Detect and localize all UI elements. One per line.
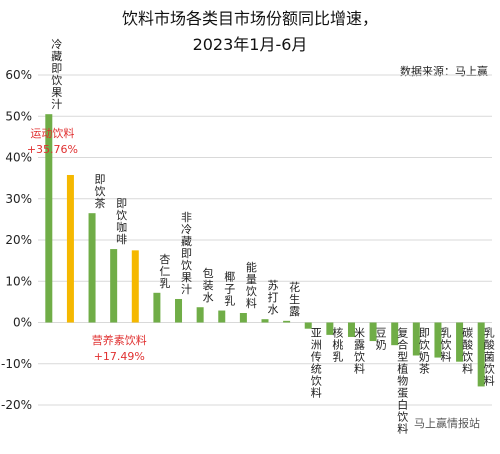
bar (153, 292, 161, 323)
bar (347, 322, 355, 337)
y-tick-label: 20% (5, 233, 32, 247)
category-label: 亚洲传统饮料 (311, 327, 322, 400)
category-label: 复合型植物蛋白饮料 (397, 326, 408, 436)
bar (304, 322, 312, 329)
bar (110, 249, 118, 323)
category-label: 乳饮料 (440, 327, 451, 364)
y-tick-label: 40% (5, 151, 32, 165)
callout-value: +17.49% (94, 350, 145, 363)
callout-name: 运动饮料 (30, 126, 74, 140)
category-label: 花生露 (289, 281, 300, 318)
category-label: 苏打水 (268, 279, 279, 316)
category-label: 椰子乳 (224, 270, 235, 308)
bar (261, 319, 269, 323)
category-label: 碳酸饮料 (462, 326, 473, 376)
bar (45, 114, 53, 323)
y-tick-label: 10% (5, 274, 32, 288)
category-label: 冷藏即饮果汁 (51, 38, 62, 111)
bar (88, 213, 96, 323)
bar (434, 322, 442, 358)
bar (196, 307, 204, 323)
y-tick-label: 50% (5, 109, 32, 123)
category-label: 乳酸菌饮料 (484, 327, 495, 388)
category-label: 杏仁乳 (159, 253, 170, 290)
bar (326, 322, 334, 335)
bar (239, 313, 247, 323)
bar (391, 322, 399, 346)
y-axis-ticks: 60% 50% 40% 30% 20% 10% 0% -10% -20% (1, 68, 32, 412)
bar (412, 322, 420, 356)
y-tick-label: -10% (1, 357, 32, 371)
category-label: 非冷藏即饮果汁 (181, 211, 192, 296)
bar (66, 174, 74, 323)
bars (45, 114, 485, 387)
category-label: 即饮奶茶 (419, 327, 430, 376)
bar (456, 322, 464, 362)
category-label: 即饮茶 (95, 173, 106, 210)
source-note: 数据来源：马上赢 (400, 64, 488, 78)
callout-value: +35.76% (27, 143, 78, 156)
category-label: 核桃乳 (332, 326, 343, 364)
callouts: 运动饮料 +35.76% 营养素饮料 +17.49% (27, 126, 147, 363)
y-tick-label: -20% (1, 398, 32, 412)
category-label: 能量饮料 (246, 260, 257, 310)
watermark-text: 马上赢情报站 (414, 416, 480, 430)
bar (477, 322, 485, 387)
chart-title-line2: 2023年1月-6月 (193, 35, 308, 54)
category-label: 米露饮料 (354, 327, 365, 376)
bar (369, 322, 377, 342)
chart-title-line1: 饮料市场各类目市场份额同比增速， (122, 9, 378, 28)
bar (131, 250, 139, 323)
callout-name: 营养素饮料 (92, 333, 147, 347)
y-tick-label: 60% (5, 68, 32, 82)
y-tick-label: 0% (13, 316, 32, 330)
bar (175, 298, 183, 323)
category-label: 即饮咖啡 (116, 197, 127, 246)
category-label: 豆奶 (376, 327, 387, 352)
y-tick-label: 30% (5, 192, 32, 206)
bar (283, 320, 291, 323)
bar (218, 310, 226, 323)
category-label: 包装水 (203, 267, 214, 304)
